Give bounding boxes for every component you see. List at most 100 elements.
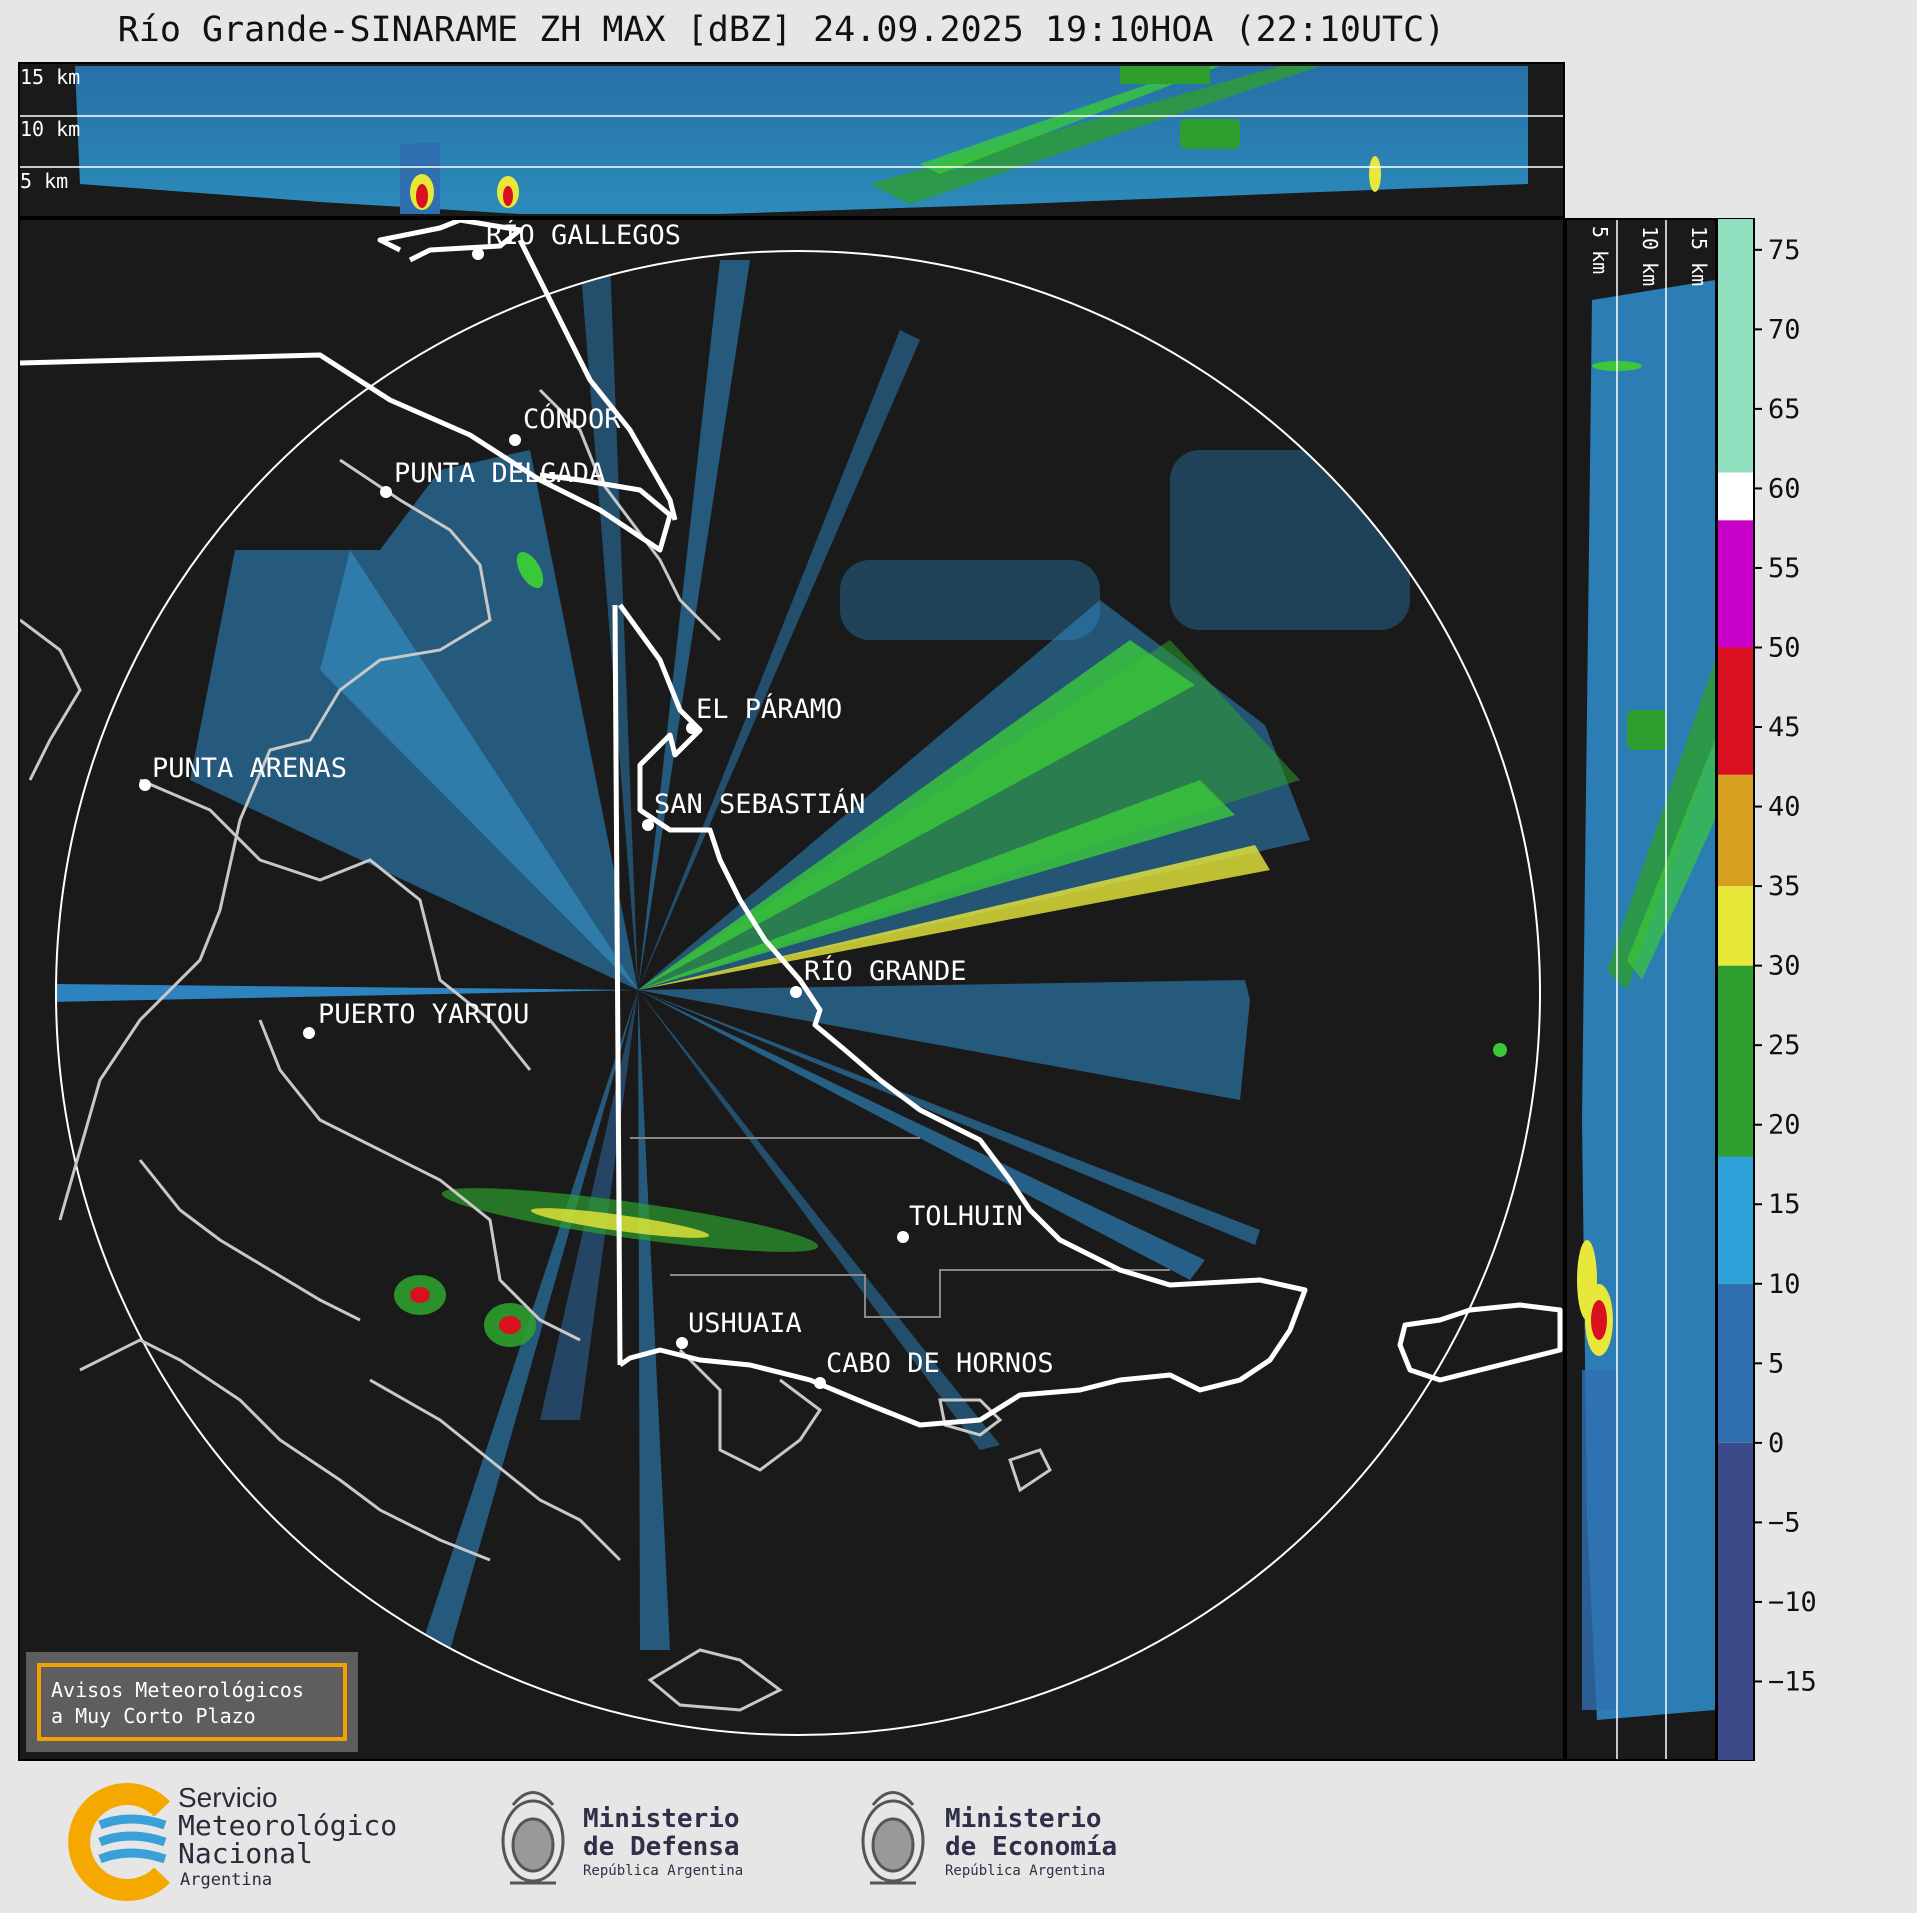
- coat-of-arms-icon: [501, 1791, 565, 1885]
- echo-wedge-ne-core: [638, 640, 1300, 990]
- colorbar-tick-label: 10: [1768, 1269, 1801, 1300]
- defensa-line-3: República Argentina: [583, 1863, 743, 1879]
- echo-ray: [638, 990, 1260, 1245]
- colorbar: 75 70 65 60 55 50 45 40 35 30 25 20 15 10 5 0 −5 −10 −15: [1716, 217, 1917, 1762]
- footer-logos: Servicio Meteorológico Nacional Argentin…: [0, 1765, 1917, 1909]
- colorbar-tick-label: 70: [1768, 314, 1801, 345]
- echo-ray-west: [56, 984, 638, 1002]
- coastline-segment: [138, 1159, 361, 1322]
- label-cabo-de-hornos: CABO DE HORNOS: [826, 1348, 1054, 1379]
- coastline-segment: [538, 388, 722, 642]
- smn-line-3: Nacional: [178, 1837, 313, 1870]
- footer-logos-svg: Servicio Meteorológico Nacional Argentin…: [68, 1782, 1117, 1901]
- colorbar-band-4: [1717, 886, 1754, 966]
- coastlines: [20, 388, 1052, 1712]
- colorbar-tick-label: 65: [1768, 394, 1801, 425]
- border-tierra-del-fuego: [612, 604, 623, 1366]
- colorbar-tick-label: 5: [1768, 1348, 1784, 1379]
- colorbar-tick-label: 55: [1768, 553, 1801, 584]
- echo-core: [503, 186, 513, 206]
- echo-core: [1591, 1300, 1607, 1340]
- marker-condor: [509, 434, 521, 446]
- colorbar-tick-label: 45: [1768, 712, 1801, 743]
- border-segment: [517, 238, 678, 521]
- echo-streak: [1607, 660, 1715, 990]
- echo-wedge: [320, 550, 638, 990]
- echo-ray: [638, 990, 670, 1650]
- border-argentina-chile: [20, 352, 673, 553]
- colorbar-bands: [1717, 218, 1754, 1761]
- colorbar-tick-label: 20: [1768, 1110, 1801, 1141]
- label-punta-arenas: PUNTA ARENAS: [152, 753, 347, 784]
- smn-line-4: Argentina: [180, 1870, 272, 1890]
- echo-ray: [580, 260, 638, 990]
- height-label-10km: 10 km: [20, 117, 80, 141]
- smn-line-1: Servicio: [178, 1782, 278, 1813]
- echo-streak: [638, 845, 1270, 990]
- colorbar-band-7: [1717, 520, 1754, 648]
- height-label-5km: 5 km: [20, 169, 68, 193]
- echo-ray: [638, 990, 1205, 1280]
- colorbar-tick-label: 15: [1768, 1189, 1801, 1220]
- island: [647, 1648, 783, 1712]
- defensa-line-1: Ministerio: [583, 1804, 740, 1834]
- colorbar-tick-label: 75: [1768, 235, 1801, 266]
- colorbar-tick-label: 0: [1768, 1428, 1784, 1459]
- coastline-segment: [258, 1019, 581, 1342]
- echo-cell: [1120, 66, 1210, 84]
- coastline-segment: [678, 1348, 823, 1472]
- radar-map-svg: RÍO GALLEGOS CÓNDOR PUNTA DELGADA EL PÁR…: [20, 220, 1563, 1736]
- coast-isla-de-los-estados: [1397, 1302, 1563, 1383]
- colorbar-band-6: [1717, 647, 1754, 775]
- marker-punta-arenas: [139, 779, 151, 791]
- echo-streak: [638, 640, 1195, 990]
- top-cross-section-panel: 15 km 10 km 5 km: [18, 62, 1565, 218]
- echo-patch: [840, 560, 1100, 640]
- marker-tolhuin: [897, 1231, 909, 1243]
- coastline-segment: [58, 458, 492, 1221]
- marker-punta-delgada: [380, 486, 392, 498]
- echo-cell: [1180, 119, 1240, 149]
- radar-map-panel: RÍO GALLEGOS CÓNDOR PUNTA DELGADA EL PÁR…: [18, 218, 1565, 1761]
- echo-cell-core: [410, 1287, 430, 1303]
- colorbar-band-8: [1717, 472, 1754, 521]
- colorbar-band-2: [1717, 1156, 1754, 1284]
- height-label-10km: 10 km: [1638, 226, 1662, 286]
- colorbar-tick-label: −5: [1768, 1507, 1801, 1538]
- coast-isla-grande: [617, 603, 1308, 1428]
- label-punta-delgada: PUNTA DELGADA: [394, 458, 605, 489]
- echo-patch: [1170, 450, 1410, 630]
- notice-line-2: a Muy Corto Plazo: [51, 1704, 256, 1728]
- colorbar-tick-label: 50: [1768, 632, 1801, 663]
- marker-san-sebastian: [642, 819, 654, 831]
- echo-ray: [638, 330, 920, 990]
- colorbar-band-9: [1717, 218, 1754, 473]
- height-label-15km: 15 km: [1687, 226, 1711, 286]
- label-ushuaia: USHUAIA: [688, 1308, 802, 1339]
- colorbar-tick-label: 35: [1768, 871, 1801, 902]
- echo-cell-core: [499, 1316, 521, 1334]
- colorbar-band-3: [1717, 965, 1754, 1157]
- colorbar-tick-label: 40: [1768, 792, 1801, 823]
- coastline-segment: [369, 1378, 622, 1562]
- echo-core: [1369, 156, 1381, 192]
- economia-line-2: de Economía: [945, 1832, 1117, 1862]
- echo-streak: [920, 66, 1220, 174]
- top-cross-section-svg: 15 km 10 km 5 km: [20, 65, 1563, 214]
- label-puerto-yartou: PUERTO YARTOU: [318, 999, 529, 1030]
- chart-title: Río Grande-SINARAME ZH MAX [dBZ] 24.09.2…: [117, 10, 1446, 50]
- economia-line-1: Ministerio: [945, 1804, 1102, 1834]
- notice-inner: Avisos Meteorológicos a Muy Corto Plazo: [37, 1663, 347, 1741]
- label-tolhuin: TOLHUIN: [909, 1201, 1023, 1232]
- marker-ushuaia: [676, 1337, 688, 1349]
- marker-rio-grande: [790, 986, 802, 998]
- notice-box: Avisos Meteorológicos a Muy Corto Plazo: [26, 1652, 358, 1752]
- label-rio-grande: RÍO GRANDE: [804, 955, 967, 987]
- coast-rio-gallegos: [377, 220, 523, 263]
- colorbar-tick-label: −15: [1768, 1666, 1817, 1697]
- border-line: [670, 1269, 1170, 1318]
- notice-line-1: Avisos Meteorológicos: [51, 1678, 304, 1702]
- colorbar-tick-label: −10: [1768, 1587, 1817, 1618]
